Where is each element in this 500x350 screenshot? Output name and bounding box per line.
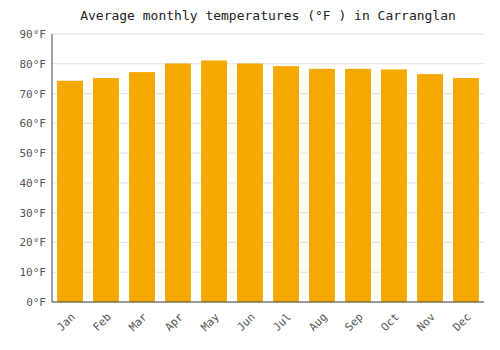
chart-container: 0°F 10°F 20°F 30°F 40°F 50°F 60°F 70°F 80°F 90°F J… [0,0,500,350]
y-tick-label: 50°F [20,147,47,160]
x-tick-label: Feb [91,311,114,334]
x-tick-label: Nov [415,310,439,334]
y-tick-label: 70°F [20,88,47,101]
bar [309,69,335,302]
y-tick-label: 80°F [20,58,47,71]
grid-line [52,302,484,303]
x-tick-label: Jan [55,311,78,334]
bar [273,66,299,302]
y-tick-label: 40°F [20,177,47,190]
x-tick-label: Jun [235,311,258,334]
y-tick-label: 90°F [20,28,47,41]
x-tick-label: Dec [451,311,474,334]
x-axis-line [52,302,484,303]
y-axis-line [52,34,53,302]
bar [417,74,443,302]
bar [201,61,227,302]
x-tick-label: Aug [307,311,330,334]
x-tick-label: May [199,310,223,334]
bar [345,69,371,302]
bar [57,81,83,302]
y-tick-label: 60°F [20,117,47,130]
chart-svg: 0°F 10°F 20°F 30°F 40°F 50°F 60°F 70°F 80°F 90°F J… [0,0,500,350]
bars [57,61,479,302]
bar [129,72,155,302]
bar [453,78,479,302]
x-tick-label: Apr [163,310,187,334]
x-tick-label: Jul [271,311,294,334]
x-tick-label: Oct [379,311,402,334]
grid-line [52,34,484,35]
bar [237,63,263,302]
bar [93,78,119,302]
grid-line [52,63,484,64]
x-tick-label: Sep [343,311,366,334]
x-tick-label: Mar [127,310,151,334]
bar [165,63,191,302]
y-tick-label: 10°F [20,266,47,279]
grid [52,34,484,302]
bar [381,69,407,302]
title: Average monthly temperatures (°F ) in Ca… [80,8,456,23]
y-tick-label: 30°F [20,207,47,220]
y-tick-label: 20°F [20,236,47,249]
y-tick-label: 0°F [26,296,46,309]
